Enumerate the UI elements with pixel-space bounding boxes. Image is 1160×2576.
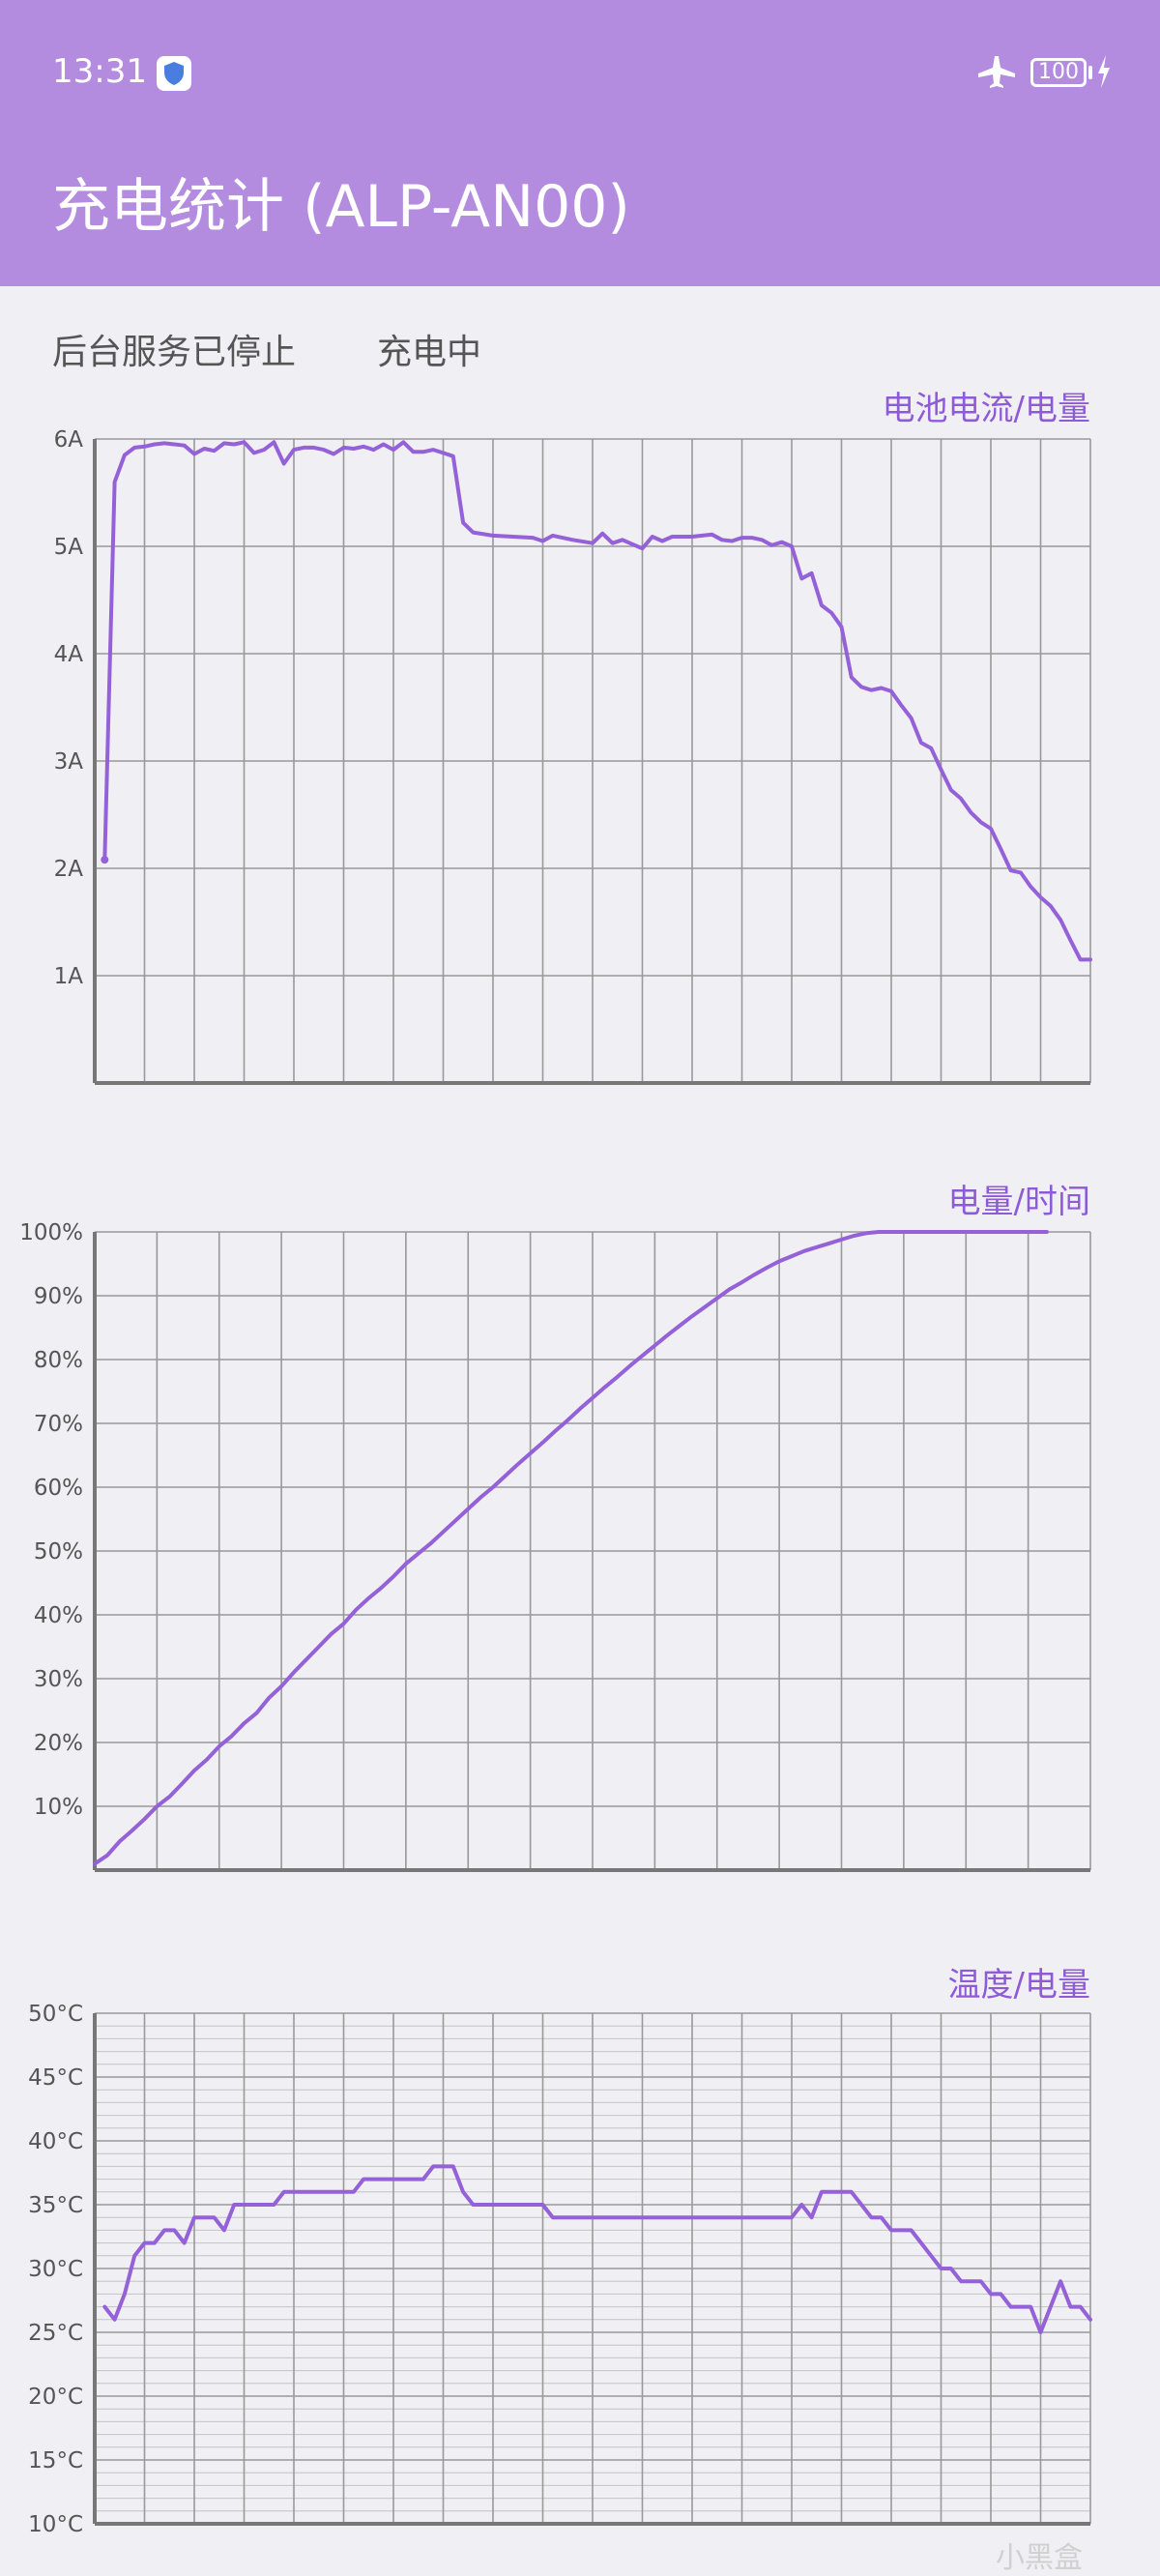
y-tick-label: 30% [34, 1667, 83, 1692]
y-tick-label: 1A [54, 964, 84, 989]
chart-title: 温度/电量 [948, 1966, 1090, 2005]
y-tick-label: 2A [54, 857, 84, 882]
y-tick-label: 30°C [28, 2257, 83, 2282]
y-tick-label: 3A [54, 749, 84, 775]
y-tick-label: 100% [19, 1220, 83, 1245]
y-tick-label: 6A [54, 427, 84, 453]
y-tick-label: 20% [34, 1731, 83, 1756]
series-line [102, 440, 1092, 962]
chart-title: 电量/时间 [948, 1183, 1090, 1221]
current-vs-level-chart: 电池电流/电量1A2A3A4A5A6A0%10%20%30%40%50%60%7… [54, 390, 1092, 1085]
charging-status: 充电中 [377, 333, 482, 372]
y-tick-label: 40% [34, 1603, 83, 1628]
y-tick-label: 35°C [28, 2193, 83, 2218]
y-tick-label: 40°C [28, 2129, 83, 2154]
y-tick-label: 80% [34, 1348, 83, 1373]
y-tick-label: 50°C [28, 2002, 83, 2027]
shield-icon [157, 56, 191, 91]
y-tick-label: 45°C [28, 2065, 83, 2091]
page-title: 充电统计 (ALP-AN00) [52, 173, 630, 241]
service-status: 后台服务已停止 [52, 333, 297, 372]
y-tick-label: 10% [34, 1795, 83, 1820]
watermark-text: 小黑盒 [996, 2541, 1083, 2575]
y-tick-label: 60% [34, 1476, 83, 1501]
temperature-vs-level-chart: 温度/电量 10°C 15°C 20°C 25°C 30°C 35°C 40°C 45°C 50°… [28, 1966, 1092, 2537]
chart-title: 电池电流/电量 [883, 390, 1090, 428]
y-tick-label: 5A [54, 535, 84, 560]
series-line [93, 1230, 1049, 1866]
series-line [102, 2164, 1092, 2334]
y-tick-label: 25°C [28, 2321, 83, 2346]
y-tick-label: 4A [54, 642, 84, 667]
battery-tip [1088, 66, 1092, 79]
app-header: 13:31 100 充电统计 (ALP-AN00) [0, 0, 1160, 286]
y-tick-label: 90% [34, 1284, 83, 1309]
level-vs-time-chart: 电量/时间10%20%30%40%50%60%70%80%90%100%0分10… [19, 1183, 1091, 1872]
charging-bolt-icon [1096, 54, 1112, 93]
airplane-icon [978, 54, 1017, 93]
status-time: 13:31 [52, 52, 147, 91]
battery-icon: 100 [1030, 58, 1087, 87]
data-point [101, 856, 109, 864]
y-tick-label: 20°C [28, 2385, 83, 2410]
y-tick-label: 70% [34, 1412, 83, 1437]
y-tick-label: 15°C [28, 2448, 83, 2474]
y-tick-label: 10°C [28, 2512, 83, 2537]
y-tick-label: 50% [34, 1539, 83, 1565]
